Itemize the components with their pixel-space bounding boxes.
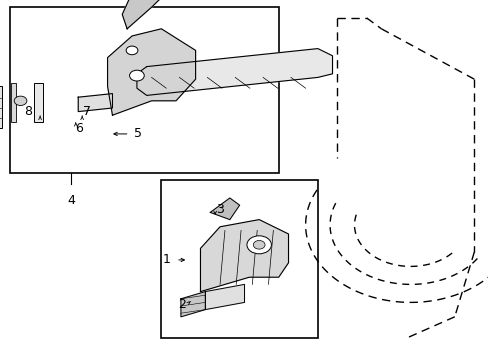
Circle shape [246,236,271,254]
Polygon shape [107,29,195,115]
Circle shape [129,70,144,81]
Bar [0,86,2,128]
Polygon shape [205,284,244,310]
Text: 7: 7 [83,105,91,118]
Bar [34,83,43,122]
Polygon shape [137,49,332,95]
Text: 4: 4 [67,194,75,207]
Circle shape [14,96,27,105]
Text: 3: 3 [216,203,224,216]
Bar [161,180,317,338]
Text: 5: 5 [134,127,142,140]
Polygon shape [210,198,239,220]
Polygon shape [78,94,112,112]
Polygon shape [122,0,166,29]
Circle shape [126,46,138,55]
Text: 1: 1 [162,253,170,266]
Bar [11,83,16,122]
Bar [10,7,278,173]
Polygon shape [200,220,288,292]
Text: 8: 8 [24,105,32,118]
Text: 2: 2 [178,298,186,311]
Circle shape [253,240,264,249]
Polygon shape [181,292,205,317]
Text: 6: 6 [75,122,83,135]
